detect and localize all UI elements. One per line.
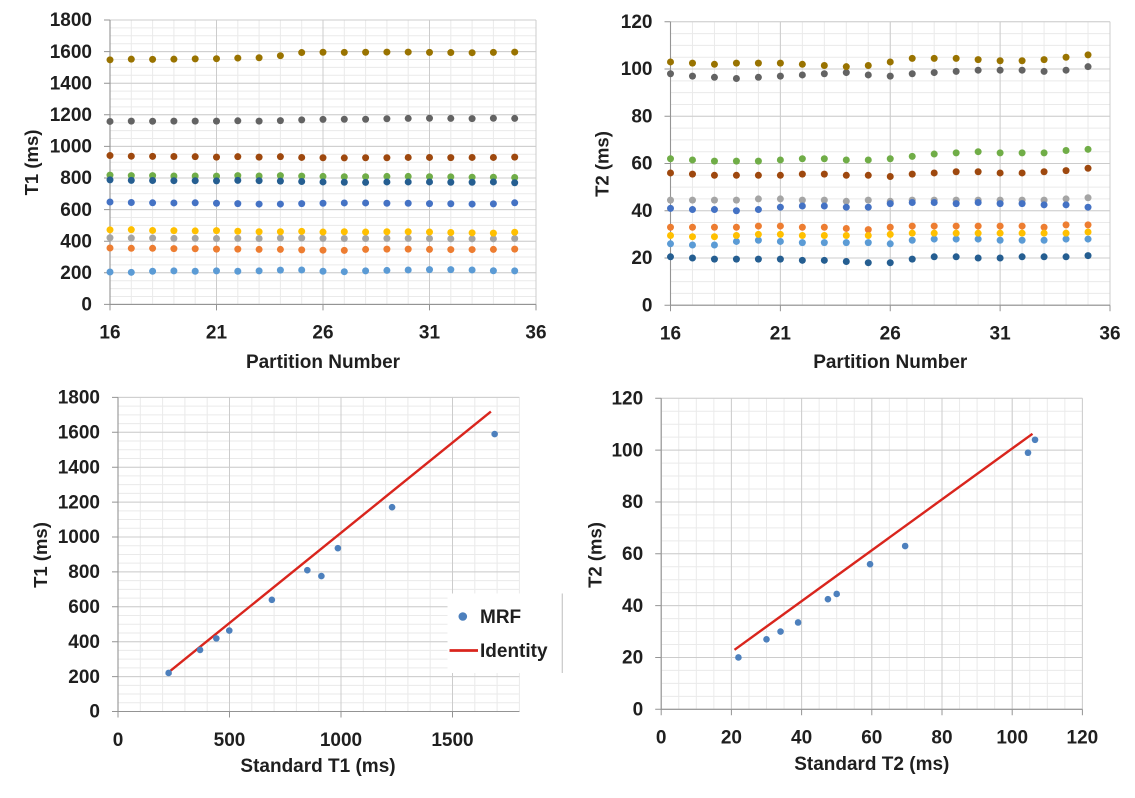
svg-text:100: 100 [621,59,653,80]
svg-text:21: 21 [206,323,228,344]
svg-text:20: 20 [622,648,643,669]
svg-text:60: 60 [631,154,652,175]
svg-text:0: 0 [633,700,644,721]
svg-text:800: 800 [68,562,100,583]
svg-text:Partition Number: Partition Number [246,352,401,373]
svg-text:1600: 1600 [50,42,92,63]
svg-text:1800: 1800 [58,388,100,409]
svg-text:500: 500 [214,730,246,751]
svg-text:60: 60 [861,728,882,749]
svg-text:100: 100 [996,728,1028,749]
svg-text:200: 200 [68,667,100,688]
svg-text:0: 0 [81,295,92,316]
svg-text:Standard T1 (ms): Standard T1 (ms) [240,756,395,777]
svg-text:120: 120 [611,389,643,410]
svg-text:1000: 1000 [58,527,100,548]
svg-text:100: 100 [611,440,643,461]
svg-text:T1 (ms): T1 (ms) [21,130,42,196]
svg-text:0: 0 [89,702,100,723]
svg-text:1500: 1500 [431,730,473,751]
svg-text:0: 0 [656,728,667,749]
svg-text:16: 16 [99,323,120,344]
svg-text:21: 21 [770,324,792,345]
svg-text:800: 800 [60,168,92,189]
svg-text:36: 36 [1099,324,1120,345]
svg-text:1000: 1000 [320,730,362,751]
svg-text:0: 0 [113,730,124,751]
svg-text:Identity: Identity [480,641,548,662]
svg-text:120: 120 [1067,728,1099,749]
svg-text:36: 36 [525,323,546,344]
svg-text:Partition Number: Partition Number [813,352,968,373]
svg-text:20: 20 [721,728,742,749]
svg-text:1400: 1400 [58,457,100,478]
svg-text:1200: 1200 [50,105,92,126]
svg-text:80: 80 [931,728,952,749]
svg-text:0: 0 [642,295,653,316]
svg-text:400: 400 [60,231,92,252]
svg-text:1200: 1200 [58,492,100,513]
svg-text:120: 120 [621,12,653,33]
svg-text:1400: 1400 [50,73,92,94]
svg-text:26: 26 [312,323,333,344]
svg-text:600: 600 [60,200,92,221]
svg-text:40: 40 [622,596,643,617]
svg-text:600: 600 [68,597,100,618]
svg-text:T2 (ms): T2 (ms) [584,522,605,588]
svg-text:40: 40 [631,201,652,222]
svg-text:31: 31 [990,324,1012,345]
svg-text:26: 26 [880,324,901,345]
svg-text:200: 200 [60,263,92,284]
svg-text:1000: 1000 [50,137,92,158]
svg-text:1800: 1800 [50,10,92,31]
svg-text:31: 31 [419,323,441,344]
svg-text:80: 80 [622,492,643,513]
svg-text:Standard T2 (ms): Standard T2 (ms) [794,754,949,775]
svg-text:16: 16 [660,324,681,345]
svg-text:1600: 1600 [58,423,100,444]
svg-text:400: 400 [68,632,100,653]
svg-text:80: 80 [631,106,652,127]
svg-text:40: 40 [791,728,812,749]
svg-text:T1 (ms): T1 (ms) [30,522,51,588]
svg-text:60: 60 [622,544,643,565]
svg-text:T2 (ms): T2 (ms) [592,131,613,197]
svg-text:20: 20 [631,248,652,269]
svg-text:MRF: MRF [480,607,521,628]
